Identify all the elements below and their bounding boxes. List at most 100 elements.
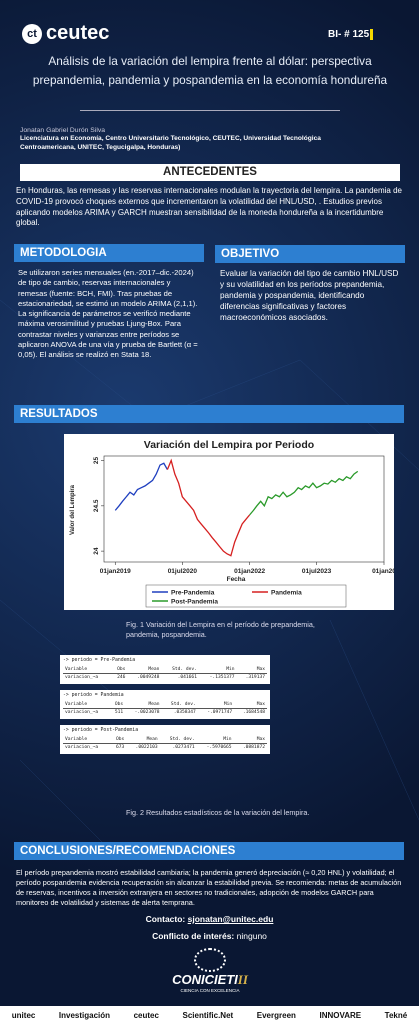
cell: .0049248 bbox=[137, 675, 160, 680]
section-heading: OBJETIVO bbox=[215, 245, 405, 263]
legend-box bbox=[145, 584, 347, 608]
cell: 246 bbox=[117, 675, 126, 680]
x-tick-label: 01jan2019 bbox=[100, 568, 131, 575]
cell: variacion_~a bbox=[65, 710, 99, 715]
footer: unitec Investigación ceutec Scientific.Net E… bbox=[0, 1006, 419, 1024]
header-cell: Max bbox=[256, 737, 265, 742]
conflict-value: ninguno bbox=[236, 931, 267, 941]
author: Jonatan Gabriel Durón Silva bbox=[20, 127, 106, 134]
conference-numeral: II bbox=[237, 972, 248, 987]
conference-tagline: CIENCIA CON EXCELENCIA bbox=[180, 988, 240, 993]
brand: ct ceutec bbox=[22, 22, 109, 45]
section-text: Evaluar la variación del tipo de cambio … bbox=[220, 269, 399, 323]
header-cell: Min bbox=[223, 702, 233, 707]
chart: Variación del Lempira por Periodo Valor … bbox=[64, 434, 394, 610]
conflict: Conflicto de interés: ninguno bbox=[0, 931, 419, 941]
table-header: Variable Obs Mean Std. dev. Min Max bbox=[63, 666, 267, 674]
y-axis-label: Valor del Lempira bbox=[70, 484, 76, 535]
cell: .041661 bbox=[177, 675, 197, 680]
table-header: Variable Obs Mean Std. dev. Min Max bbox=[63, 701, 267, 709]
section-heading: ANTECEDENTES bbox=[20, 164, 400, 181]
header-cell: Std. dev. bbox=[172, 667, 197, 672]
x-tick-label: 01jul2020 bbox=[168, 568, 198, 575]
cell: variacion_~a bbox=[65, 675, 99, 680]
y-tick-label: 24 bbox=[93, 547, 100, 555]
code-text: BI- # 125 bbox=[328, 29, 370, 41]
header-cell: Mean bbox=[148, 702, 160, 707]
table-header: Variable Obs Mean Std. dev. Min Max bbox=[63, 736, 267, 744]
chart-title: Variación del Lempira por Periodo bbox=[144, 439, 314, 451]
footer-logo: ceutec bbox=[133, 1010, 159, 1020]
stats-table: -> periodo = Pandemia Variable Obs Mean Std.… bbox=[60, 690, 270, 719]
cell: .0022103 bbox=[135, 745, 158, 750]
brand-name: ceutec bbox=[46, 22, 110, 44]
cell: -.5970665 bbox=[206, 745, 232, 750]
table: Variable Obs Mean Std. dev. Min Max variacion_… bbox=[63, 666, 267, 681]
code-mark bbox=[370, 29, 374, 40]
table-row: variacion_~a 246 .0049248 .041661 -.1351377.… bbox=[63, 674, 267, 682]
header-cell: Obs bbox=[115, 737, 125, 742]
table-row: variacion_~a 673 .0022103 .0273471 -.5970665… bbox=[63, 744, 267, 752]
legend-label: Pandemia bbox=[271, 589, 302, 596]
footer-logo: INNOVARE bbox=[319, 1010, 362, 1020]
header-cell: Max bbox=[256, 667, 265, 672]
legend-label: Pre-Pandemia bbox=[171, 589, 215, 596]
line bbox=[166, 458, 251, 557]
contact-label: Contacto: bbox=[145, 914, 186, 924]
stats-table: -> periodo = Post-Pandemia Variable Obs Mea… bbox=[60, 725, 270, 754]
header-cell: Std. dev. bbox=[169, 737, 195, 742]
x-tick-label: 01jan20 bbox=[372, 568, 394, 575]
section-text: En Honduras, las remesas y las reservas … bbox=[16, 186, 402, 228]
stats-table: -> periodo = Pre-Pandemia Variable Obs Mean… bbox=[60, 655, 270, 684]
title: Análisis de la variación del lempira fre… bbox=[32, 54, 388, 88]
header-cell: Variable bbox=[65, 702, 88, 707]
cell: -.1351377 bbox=[209, 675, 235, 680]
header-cell: Max bbox=[256, 702, 265, 707]
header-cell: Min bbox=[223, 737, 232, 742]
table-title: -> periodo = Post-Pandemia bbox=[63, 728, 139, 733]
conflict-label: Conflicto de interés: bbox=[152, 931, 235, 941]
caption: Fig. 1 Variación del Lempira en el perío… bbox=[126, 620, 315, 640]
affiliation: Licenciatura en Economía, Centro Univers… bbox=[20, 135, 321, 151]
header-cell: Variable bbox=[65, 737, 88, 742]
header-cell: Min bbox=[226, 667, 235, 672]
caption: Fig. 2 Resultados estadísticos de la var… bbox=[126, 808, 310, 817]
cell: 511 bbox=[114, 710, 124, 715]
section-heading: CONCLUSIONES/RECOMENDACIONES bbox=[14, 842, 404, 860]
footer-logo: Scientific.Net bbox=[182, 1010, 234, 1020]
header-cell: Obs bbox=[117, 667, 126, 672]
line bbox=[249, 470, 359, 516]
contact-email[interactable]: sjonatan@unitec.edu bbox=[187, 914, 274, 924]
contact: Contacto: sjonatan@unitec.edu bbox=[0, 914, 419, 924]
x-tick-label: 01jul2023 bbox=[302, 568, 332, 575]
cell: -.0971747 bbox=[207, 710, 233, 715]
footer-logo: Tekné bbox=[384, 1010, 408, 1020]
brand-icon: ct bbox=[22, 23, 42, 44]
cell: .0273471 bbox=[172, 745, 195, 750]
cell: 673 bbox=[115, 745, 125, 750]
plot-frame bbox=[103, 455, 385, 563]
logo-ring bbox=[194, 948, 226, 972]
code: BI- # 125 bbox=[328, 29, 374, 41]
table-title: -> periodo = Pandemia bbox=[63, 693, 124, 698]
cell: variacion_~a bbox=[65, 745, 99, 750]
header-cell: Std. dev. bbox=[170, 702, 196, 707]
footer-logo: Investigación bbox=[58, 1010, 111, 1020]
table-row: variacion_~a 511 -.0023078 .0358347 -.097174… bbox=[63, 709, 267, 717]
rule bbox=[80, 110, 340, 111]
header-cell: Variable bbox=[65, 667, 88, 672]
table: Variable Obs Mean Std. dev. Min Max variacion_… bbox=[63, 736, 267, 751]
section-text: El período prepandemia mostró estabilida… bbox=[16, 868, 402, 907]
tables: -> periodo = Pre-Pandemia Variable Obs Mean… bbox=[60, 655, 270, 760]
section-heading: RESULTADOS bbox=[14, 405, 404, 423]
y-tick-label: 25 bbox=[93, 457, 100, 465]
line bbox=[114, 462, 168, 511]
section-heading: METODOLOGIA bbox=[14, 244, 204, 262]
cell: -.0023078 bbox=[134, 710, 160, 715]
y-tick-label: 24.5 bbox=[93, 499, 100, 512]
cell: .0881872 bbox=[242, 745, 265, 750]
table: Variable Obs Mean Std. dev. Min Max variacion_… bbox=[63, 701, 267, 716]
